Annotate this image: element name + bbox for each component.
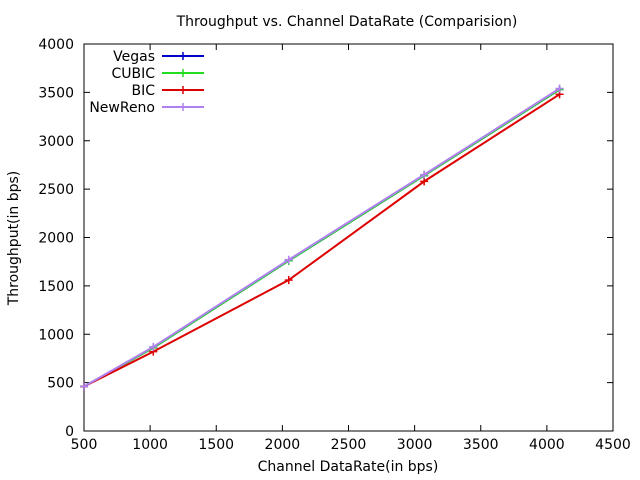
- series-layer: [80, 84, 564, 391]
- data-point: [420, 170, 429, 179]
- x-tick-label: 1500: [198, 437, 234, 453]
- data-point: [420, 177, 429, 186]
- x-tick-label: 3500: [463, 437, 499, 453]
- legend-item: BIC: [131, 83, 204, 99]
- x-tick-label: 4000: [529, 437, 565, 453]
- y-tick-label: 1500: [38, 279, 74, 295]
- legend-item: CUBIC: [111, 66, 204, 82]
- legend-label: CUBIC: [111, 66, 155, 82]
- x-axis-label: Channel DataRate(in bps): [258, 459, 439, 475]
- y-tick-label: 500: [47, 376, 74, 392]
- y-tick-label: 0: [65, 424, 74, 440]
- x-tick-label: 4500: [595, 437, 631, 453]
- y-tick-label: 4000: [38, 37, 74, 53]
- data-point: [284, 255, 293, 264]
- series-newreno: [80, 84, 564, 391]
- x-tick-label: 3000: [397, 437, 433, 453]
- y-tick-label: 2000: [38, 231, 74, 247]
- data-point: [284, 276, 293, 285]
- x-axis: 500 1000 1500 2000 2500 3000 3500 4000 4500: [71, 44, 631, 453]
- x-tick-label: 500: [71, 437, 98, 453]
- x-tick-label: 2500: [331, 437, 367, 453]
- y-axis-label: Throughput(in bps): [6, 171, 22, 307]
- legend-label: BIC: [131, 83, 155, 99]
- data-point: [149, 342, 158, 351]
- y-tick-label: 2500: [38, 182, 74, 198]
- x-tick-label: 2000: [265, 437, 301, 453]
- y-tick-label: 1000: [38, 327, 74, 343]
- legend-item: Vegas: [113, 49, 204, 65]
- y-tick-label: 3000: [38, 134, 74, 150]
- data-point: [555, 84, 564, 93]
- x-tick-label: 1000: [132, 437, 168, 453]
- chart-title: Throughput vs. Channel DataRate (Compari…: [176, 14, 518, 30]
- y-tick-label: 3500: [38, 85, 74, 101]
- y-axis: 0 500 1000 1500 2000 2500 3000 3500 4000: [38, 37, 613, 440]
- legend-label: NewReno: [89, 100, 155, 116]
- data-point: [80, 382, 88, 391]
- legend-label: Vegas: [113, 49, 155, 65]
- legend-item: NewReno: [89, 100, 204, 116]
- series-line: [83, 87, 561, 388]
